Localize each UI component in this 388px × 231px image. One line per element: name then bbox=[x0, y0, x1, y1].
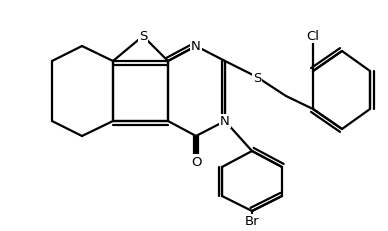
Text: N: N bbox=[220, 115, 230, 128]
Text: Br: Br bbox=[245, 215, 259, 228]
Text: O: O bbox=[191, 155, 201, 168]
Text: S: S bbox=[139, 30, 147, 43]
Text: Cl: Cl bbox=[307, 30, 319, 43]
Text: S: S bbox=[253, 71, 261, 84]
Text: N: N bbox=[191, 40, 201, 53]
